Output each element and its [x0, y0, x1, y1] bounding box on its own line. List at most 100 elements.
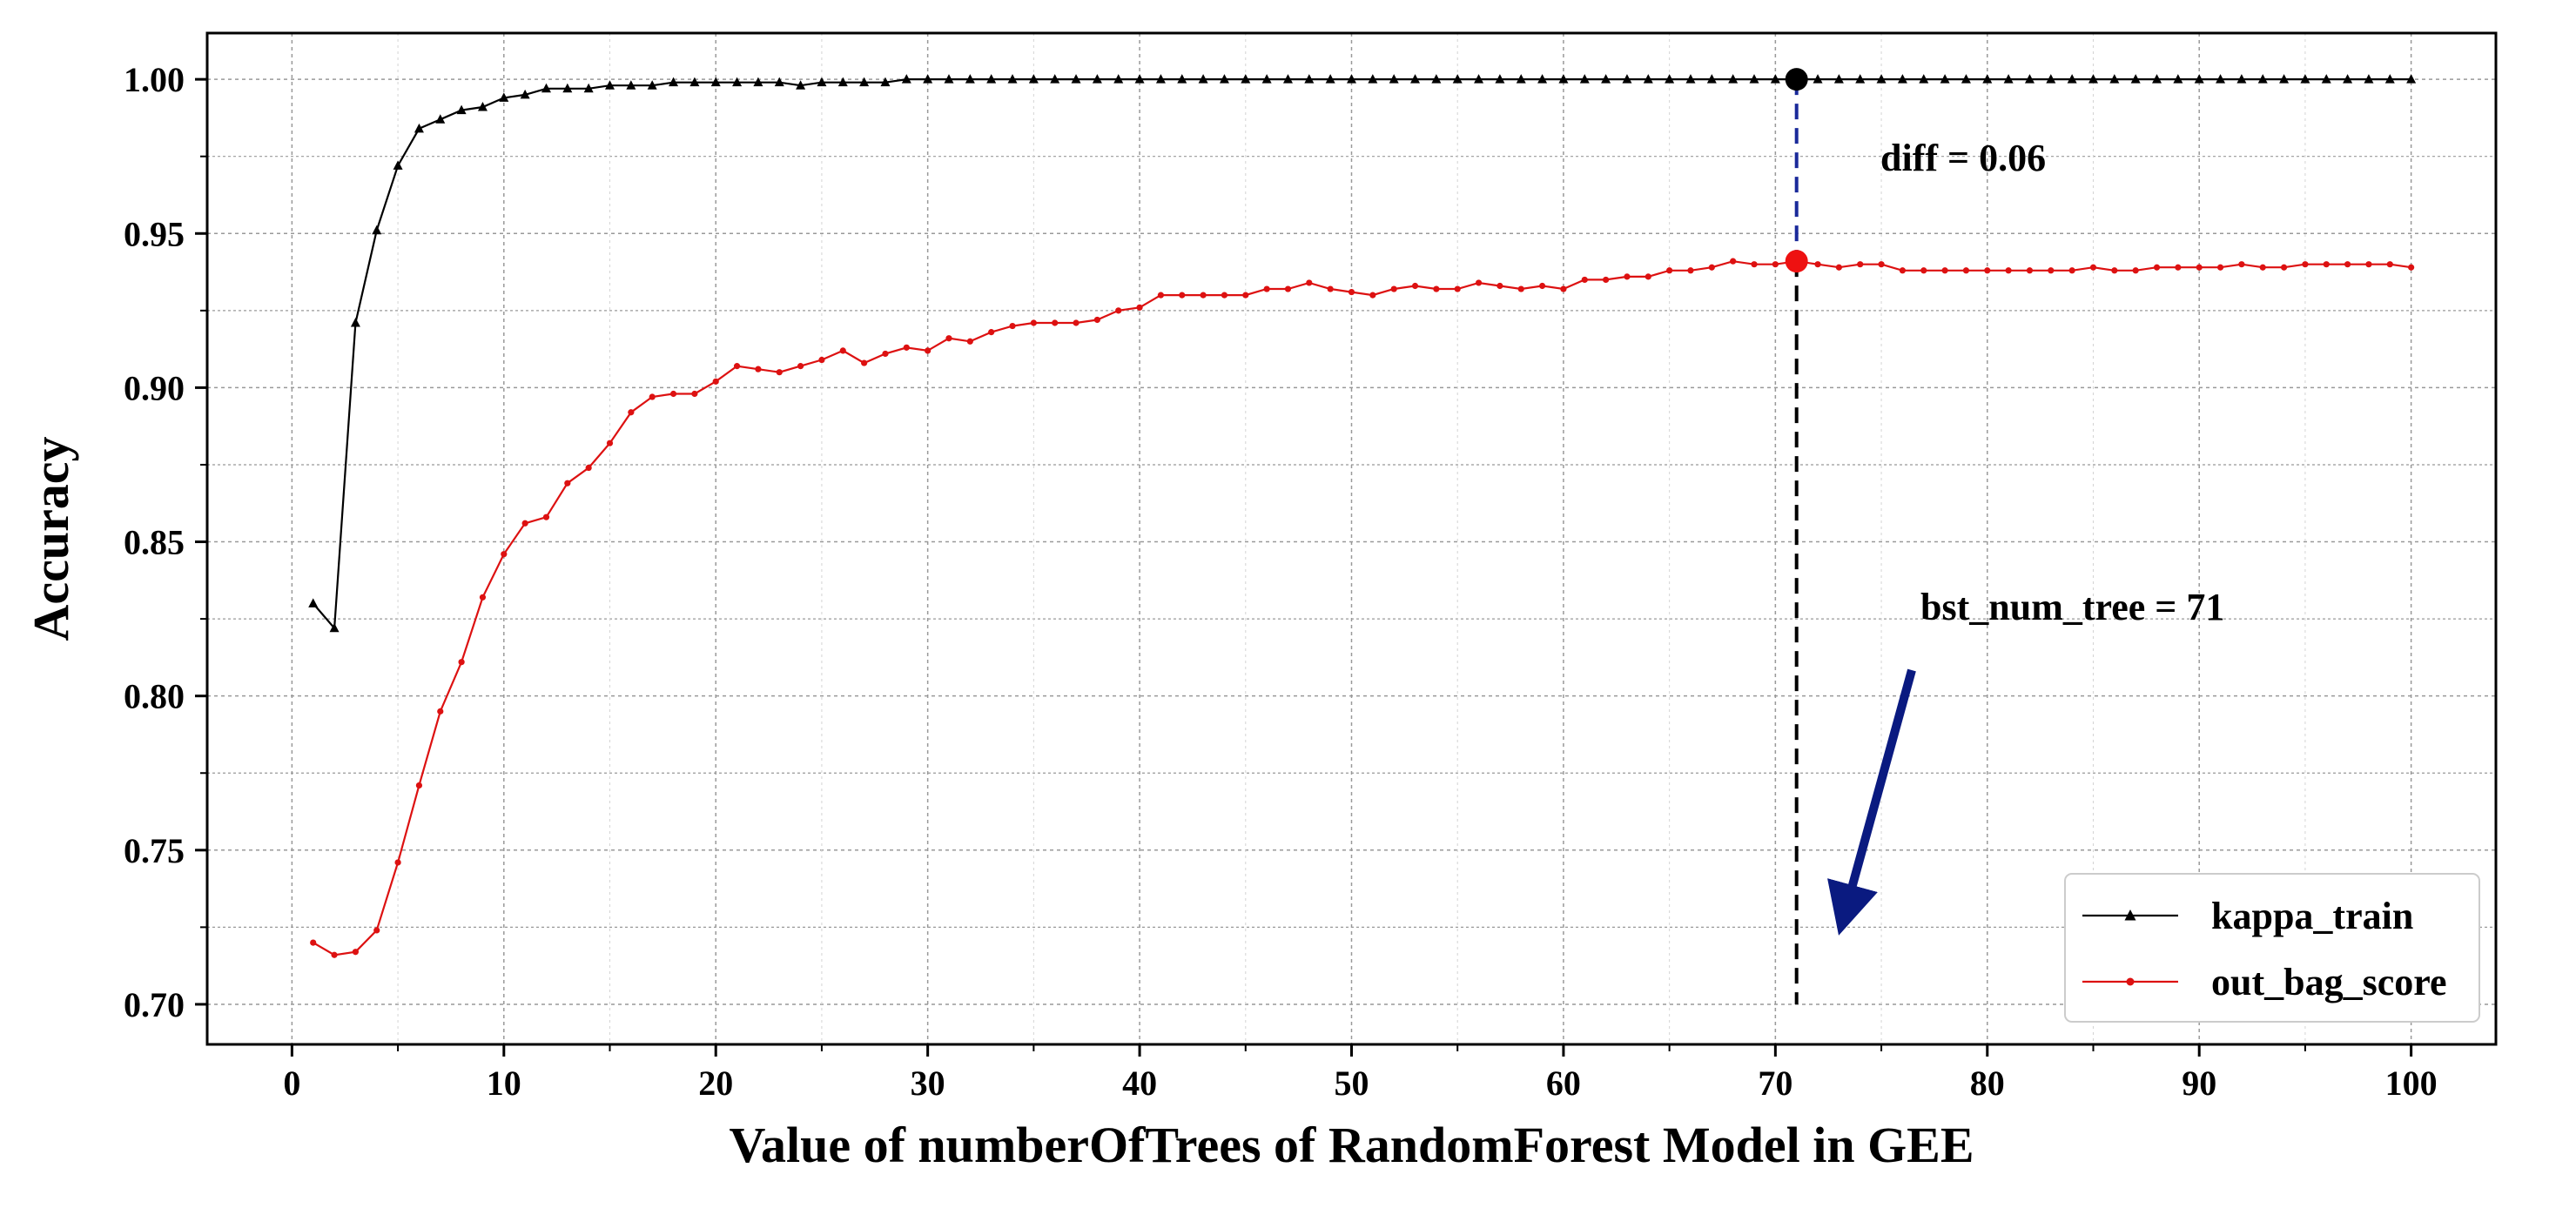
kappa_train-point — [965, 74, 975, 84]
kappa_train-point — [669, 77, 679, 87]
out_bag_score-point — [331, 951, 338, 958]
legend-marker-out_bag_score — [2126, 977, 2135, 986]
out_bag_score-point — [628, 409, 635, 416]
kappa_train-point — [1474, 74, 1484, 84]
out_bag_score-point — [2365, 261, 2372, 268]
out_bag_score-point — [2068, 267, 2075, 274]
kappa_train-point — [2364, 74, 2374, 84]
x-tick-label: 0 — [283, 1064, 300, 1103]
kappa_train-point — [2130, 74, 2141, 84]
kappa_train-point — [1198, 74, 1208, 84]
out_bag_score-point — [1369, 292, 1376, 299]
out_bag_score-point — [1093, 316, 1100, 324]
kappa_train-point — [1282, 74, 1293, 84]
kappa_train-point — [1368, 74, 1378, 84]
out_bag_score-point — [2344, 261, 2351, 268]
kappa_train-point — [1219, 74, 1229, 84]
out_bag_score-point — [1878, 261, 1885, 268]
kappa_train-point — [1452, 74, 1463, 84]
kappa_train-point — [1113, 74, 1124, 84]
out_bag_score-point — [1751, 261, 1758, 268]
arrow-annotation — [1827, 668, 1916, 936]
kappa_train-point — [541, 83, 551, 93]
out_bag_score-point — [521, 520, 528, 527]
out_bag_score-point — [818, 356, 825, 364]
x-tick-label: 20 — [698, 1064, 733, 1103]
y-tick-label: 1.00 — [124, 60, 185, 99]
y-tick-label: 0.70 — [124, 985, 185, 1024]
x-tick-label: 30 — [911, 1064, 945, 1103]
out_bag_score-point — [882, 350, 889, 358]
out_bag_score-point — [1538, 282, 1546, 290]
kappa_train-point — [647, 80, 657, 90]
kappa_train-point — [2300, 74, 2310, 84]
best-num-tree-annotation: bst_num_tree = 71 — [1920, 586, 2224, 628]
out_bag_score-point — [2153, 264, 2161, 271]
out_bag_score-point — [2386, 261, 2393, 268]
out_bag_score-point — [501, 551, 508, 558]
out_bag_score-point — [2408, 264, 2415, 271]
kappa-best-point — [1785, 68, 1808, 91]
out_bag_score-point — [437, 708, 444, 715]
out_bag_score-point — [2259, 264, 2266, 271]
out_bag_score-point — [458, 659, 465, 666]
kappa_train-point — [986, 74, 997, 84]
kappa_train-point — [2406, 74, 2417, 84]
series-out_bag_score — [310, 258, 2415, 958]
out_bag_score-point — [691, 390, 698, 398]
kappa_train-point — [1261, 74, 1272, 84]
legend-label-out_bag_score: out_bag_score — [2211, 961, 2447, 1003]
kappa_train-point — [2384, 74, 2395, 84]
kappa_train-point — [1643, 74, 1653, 84]
kappa_train-point — [1579, 74, 1590, 84]
out_bag_score-point — [1073, 319, 1079, 326]
kappa_train-point — [605, 80, 615, 90]
kappa_train-point — [1155, 74, 1166, 84]
out_bag_score-point — [1179, 292, 1186, 299]
y-tick-label: 0.85 — [124, 523, 185, 562]
out_bag_score-point — [2280, 264, 2288, 271]
kappa_train-point — [689, 77, 700, 87]
kappa_train-point — [562, 83, 573, 93]
out_bag_score-point — [1433, 285, 1440, 292]
kappa_train-point — [499, 92, 509, 102]
kappa_train-point — [1622, 74, 1632, 84]
kappa_train-point — [2279, 74, 2290, 84]
out_bag_score-point — [1497, 282, 1503, 290]
kappa_train-point — [2067, 74, 2077, 84]
out_bag_score-point — [2323, 261, 2330, 268]
kappa_train-point — [1028, 74, 1039, 84]
kappa_train-point — [2088, 74, 2098, 84]
out_bag_score-point — [2132, 267, 2139, 274]
kappa_train-point — [1495, 74, 1505, 84]
legend: kappa_train out_bag_score — [2064, 873, 2480, 1023]
out_bag_score-point — [564, 480, 571, 487]
kappa_train-point — [732, 77, 743, 87]
kappa_train-point — [1876, 74, 1887, 84]
kappa_train-point — [520, 89, 530, 99]
out_bag_score-point — [310, 939, 317, 946]
kappa_train-point — [393, 160, 403, 170]
out_bag_score-point — [839, 347, 846, 354]
out_bag_score-point — [1962, 267, 1970, 274]
kappa_train-point — [414, 123, 424, 133]
out_bag_score-point — [1157, 292, 1165, 299]
series-kappa_train — [308, 74, 2417, 633]
out_bag_score-point — [966, 338, 973, 345]
out_bag_score-point — [394, 859, 401, 866]
y-tick-label: 0.80 — [124, 677, 185, 716]
kappa_train-point — [1665, 74, 1675, 84]
kappa_train-point — [880, 77, 891, 87]
out_bag_score-point — [1475, 279, 1483, 286]
kappa_train-point — [1092, 74, 1102, 84]
out_bag_score-point — [903, 344, 910, 351]
kappa_train-point — [1050, 74, 1060, 84]
out_bag_score-point — [373, 927, 380, 934]
kappa_train-point — [2257, 74, 2268, 84]
kappa_train-point — [1007, 74, 1018, 84]
x-tick-label: 60 — [1546, 1064, 1581, 1103]
out_bag_score-point — [1517, 285, 1524, 292]
out_bag_score-point — [1052, 319, 1059, 326]
kappa_train-line — [312, 77, 2411, 631]
x-tick-label: 90 — [2182, 1064, 2216, 1103]
